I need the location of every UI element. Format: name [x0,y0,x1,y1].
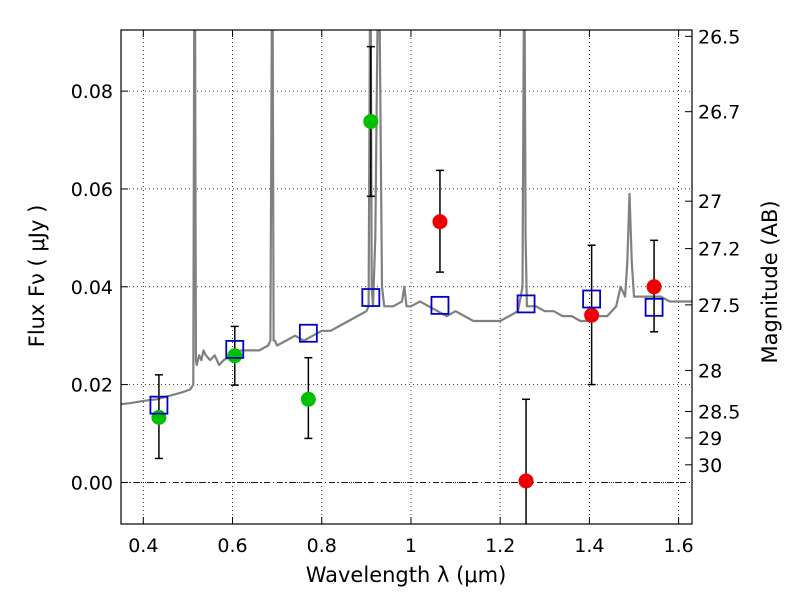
data-points [149,45,664,524]
x-tick-label: 0.6 [217,535,247,557]
magnitude-tick-label: 26.5 [698,26,740,48]
magnitude-tick-label: 27 [698,191,722,213]
axes: 0.4 0.6 0.8 1 1.2 1.4 1.6 0.00 0.02 0.04 0.06 0.08 2… [71,26,741,557]
observed-flux-point [227,348,243,364]
magnitude-tick-label: 28.5 [698,402,740,424]
grid [121,30,692,524]
magnitude-tick-label: 30 [698,455,722,477]
x-tick-label: 1.2 [485,535,515,557]
model-flux-square [582,289,602,309]
model-spectrum-line [121,30,692,406]
observed-flux-point [646,279,662,295]
magnitude-tick-label: 26.7 [698,102,740,124]
model-flux-square [298,323,318,343]
model-flux-square [361,288,381,307]
model-flux-square [225,339,245,359]
x-tick-label: 0.4 [128,535,158,557]
y-tick-label: 0.00 [71,472,113,494]
observed-flux-point [363,113,379,129]
model-flux-square [644,297,664,317]
model-flux-square [149,395,169,415]
x-tick-label: 1.6 [664,535,694,557]
model-flux-square [516,294,536,314]
y-axis-label: Flux Fν ( μJy ) [25,205,49,348]
x-tick-label: 1 [405,535,417,557]
magnitude-tick-label: 27.2 [698,239,740,261]
magnitude-tick-label: 27.5 [698,295,740,317]
y-tick-label: 0.04 [71,277,113,299]
magnitude-tick-label: 28 [698,360,722,382]
axis-labels: Wavelength λ (μm) Flux Fν ( μJy ) Magnit… [25,200,782,587]
model-flux-square [430,295,450,315]
plot-frame [120,29,693,525]
magnitude-tick-label: 29 [698,428,722,450]
observed-flux-point [432,214,448,230]
x-axis-label: Wavelength λ (μm) [306,563,507,587]
observed-flux-point [584,307,600,323]
observed-flux-point [518,473,534,489]
observed-flux-point [300,391,316,407]
right-axis-label: Magnitude (AB) [758,200,782,363]
x-tick-label: 0.8 [307,535,337,557]
x-tick-label: 1.4 [574,535,604,557]
spectrum [121,30,692,406]
y-tick-label: 0.02 [71,375,113,397]
y-tick-label: 0.08 [71,81,113,103]
observed-flux-point [151,409,167,425]
y-tick-label: 0.06 [71,179,113,201]
